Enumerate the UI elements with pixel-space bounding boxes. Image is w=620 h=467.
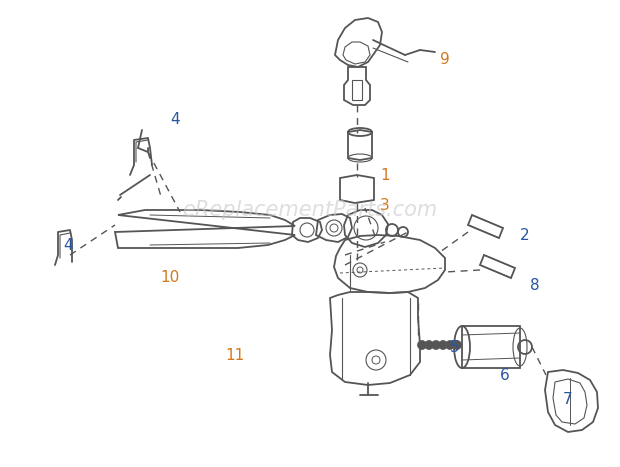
Text: 5: 5: [450, 340, 460, 355]
Text: 10: 10: [161, 270, 180, 285]
Circle shape: [417, 340, 427, 349]
Circle shape: [453, 340, 461, 349]
Circle shape: [438, 340, 448, 349]
Text: 4: 4: [63, 238, 73, 253]
Circle shape: [446, 340, 454, 349]
Text: 8: 8: [530, 277, 540, 292]
Text: 3: 3: [380, 198, 390, 212]
Text: 2: 2: [520, 227, 530, 242]
Text: 7: 7: [563, 392, 573, 408]
Text: 4: 4: [170, 113, 180, 127]
Text: 6: 6: [500, 368, 510, 382]
Text: 9: 9: [440, 52, 450, 68]
Circle shape: [425, 340, 433, 349]
Text: 1: 1: [380, 168, 390, 183]
Text: eReplacementParts.com: eReplacementParts.com: [182, 200, 438, 220]
Circle shape: [432, 340, 440, 349]
Text: 11: 11: [226, 347, 245, 362]
